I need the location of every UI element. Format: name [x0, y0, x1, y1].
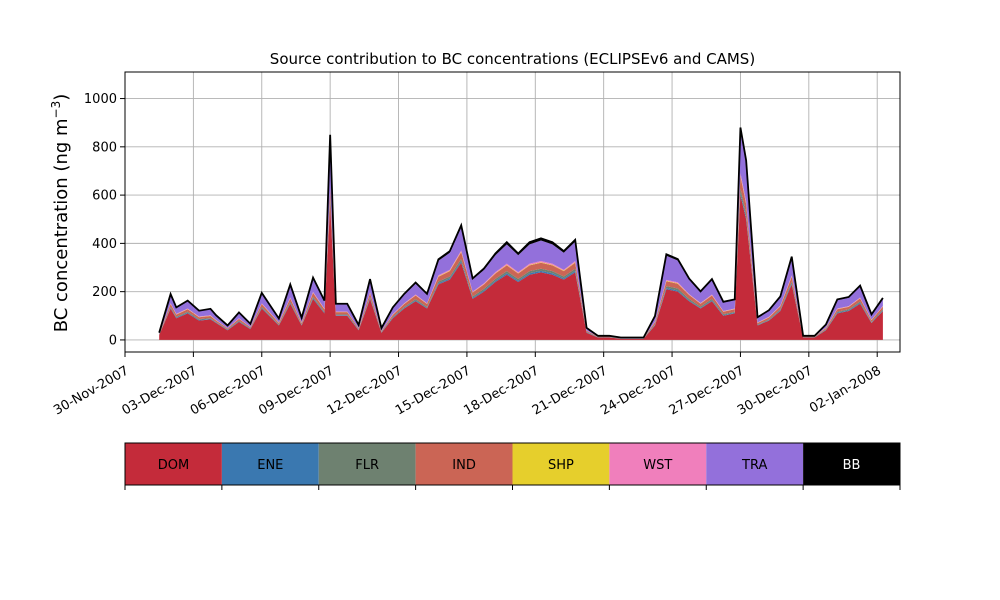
legend-swatch-tra — [706, 443, 804, 485]
legend: DOM ENE FLR IND SHP WST TRA BB — [124, 442, 901, 490]
legend-swatch-bb — [803, 443, 900, 485]
y-axis-label: BC concentration (ng m−3) — [49, 94, 72, 333]
legend-label-shp: SHP — [548, 458, 574, 473]
y-tick-label: 1000 — [84, 92, 117, 107]
y-tick-label: 0 — [109, 333, 117, 348]
legend-label-wst: WST — [643, 458, 672, 473]
legend-swatch-ind — [415, 443, 513, 485]
legend-swatch-dom — [125, 443, 222, 485]
x-axis: 30-Nov-200703-Dec-200706-Dec-200709-Dec-… — [51, 352, 884, 418]
x-tick-label: 02-Jan-2008 — [807, 363, 884, 416]
x-tick-label: 21-Dec-2007 — [530, 363, 610, 418]
x-tick-label: 27-Dec-2007 — [667, 363, 747, 418]
legend-swatch-wst — [609, 443, 707, 485]
total-outline — [158, 127, 884, 339]
x-tick-label: 15-Dec-2007 — [393, 363, 473, 418]
series-area-dom — [159, 195, 883, 340]
chart-title: Source contribution to BC concentrations… — [270, 50, 755, 68]
legend-label-ene: ENE — [257, 458, 283, 473]
legend-swatch-shp — [512, 443, 610, 485]
y-axis: 0 200 400 600 800 1000 — [84, 92, 125, 348]
y-tick-label: 400 — [92, 237, 117, 252]
y-tick-label: 800 — [92, 140, 117, 155]
y-tick-label: 600 — [92, 189, 117, 204]
plot-frame — [124, 71, 901, 353]
y-tick-label: 200 — [92, 285, 117, 300]
legend-label-flr: FLR — [355, 458, 379, 473]
legend-label-tra: TRA — [741, 458, 767, 473]
legend-swatch-flr — [318, 443, 416, 485]
x-tick-label: 30-Nov-2007 — [51, 363, 131, 418]
legend-label-dom: DOM — [158, 458, 189, 473]
x-tick-label: 30-Dec-2007 — [735, 363, 815, 418]
x-tick-label: 24-Dec-2007 — [598, 363, 678, 418]
stacked-areas — [159, 127, 883, 340]
legend-label-ind: IND — [452, 458, 476, 473]
legend-label-bb: BB — [843, 458, 861, 473]
x-tick-label: 09-Dec-2007 — [256, 363, 336, 418]
legend-swatch-ene — [221, 443, 319, 485]
x-tick-label: 03-Dec-2007 — [120, 363, 200, 418]
x-tick-label: 18-Dec-2007 — [461, 363, 541, 418]
x-tick-label: 12-Dec-2007 — [325, 363, 405, 418]
x-tick-label: 06-Dec-2007 — [188, 363, 268, 418]
